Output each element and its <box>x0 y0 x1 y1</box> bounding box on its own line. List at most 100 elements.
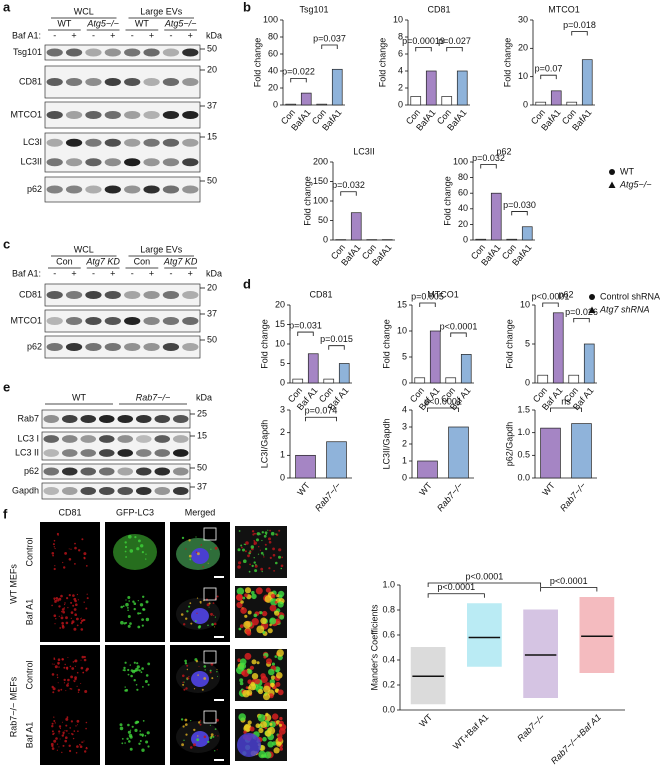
signal <box>73 730 76 732</box>
signal <box>86 667 89 671</box>
band <box>43 435 60 443</box>
bar <box>285 103 297 106</box>
signal <box>65 621 69 625</box>
signal <box>128 600 130 602</box>
significance-bracket <box>427 407 459 412</box>
signal <box>210 735 213 738</box>
panel-letter: d <box>243 276 251 291</box>
signal <box>239 681 244 686</box>
p-value: p=0.031 <box>289 320 322 330</box>
signal <box>181 743 185 747</box>
panel-letter: b <box>243 0 251 14</box>
y-tick-label: 0.0 <box>382 704 395 714</box>
signal <box>55 618 57 620</box>
x-tick-label: Rab7−/− <box>435 480 465 513</box>
band <box>143 291 160 299</box>
signal <box>68 558 72 561</box>
signal <box>145 740 149 744</box>
y-tick-label: 3 <box>402 421 407 431</box>
signal <box>133 661 136 664</box>
band <box>104 317 121 325</box>
signal <box>274 655 278 658</box>
band <box>154 467 171 476</box>
signal <box>119 723 123 727</box>
signal <box>211 623 214 626</box>
y-tick-label: 0.6 <box>382 629 395 639</box>
x-tick-label: WT <box>540 480 557 498</box>
bar <box>316 103 328 106</box>
blot-strip <box>41 482 191 500</box>
signal <box>262 736 267 742</box>
signal <box>254 564 258 568</box>
signal <box>277 601 284 608</box>
band <box>154 415 171 423</box>
signal <box>273 570 275 572</box>
nucleus <box>191 671 209 687</box>
y-tick-label: 2 <box>280 427 285 437</box>
signal <box>186 664 189 667</box>
x-tick-label: Rab7−/− <box>313 480 343 513</box>
signal <box>70 720 73 723</box>
significance-bracket <box>446 47 463 52</box>
signal <box>258 727 264 734</box>
signal <box>254 569 258 573</box>
signal <box>53 567 56 571</box>
band <box>80 415 97 423</box>
signal <box>60 688 63 691</box>
sign: + <box>110 268 115 278</box>
signal <box>138 669 141 672</box>
signal <box>247 720 252 725</box>
signal <box>83 655 86 659</box>
signal <box>245 541 249 545</box>
signal <box>65 724 68 727</box>
band <box>172 435 189 443</box>
signal <box>53 720 56 722</box>
signal <box>267 741 274 748</box>
band <box>46 78 63 86</box>
signal <box>138 539 141 543</box>
bar <box>350 212 362 241</box>
band <box>98 415 115 423</box>
signal <box>127 624 131 628</box>
panel-letter: a <box>3 0 11 14</box>
y-tick-label: 20 <box>275 299 285 309</box>
genotype-label: Con <box>134 256 151 266</box>
band <box>154 487 171 495</box>
sign: - <box>53 30 56 40</box>
signal <box>147 662 151 666</box>
nucleus <box>237 733 261 757</box>
group-label: WCL <box>74 244 94 254</box>
signal <box>270 675 276 680</box>
p-value: ns <box>561 396 571 406</box>
signal <box>256 538 259 542</box>
zoom-box <box>203 710 217 724</box>
signal <box>200 544 203 546</box>
signal <box>189 558 192 561</box>
signal <box>182 683 185 686</box>
signal <box>141 624 144 627</box>
sign: - <box>92 268 95 278</box>
signal <box>59 727 62 730</box>
legend-marker <box>588 306 596 313</box>
signal <box>216 749 218 751</box>
signal <box>255 723 261 728</box>
signal <box>85 607 88 610</box>
signal <box>84 750 87 753</box>
signal <box>85 727 87 730</box>
y-tick-label: 0 <box>280 472 285 482</box>
signal <box>61 608 65 611</box>
signal <box>209 671 212 674</box>
signal <box>142 686 144 688</box>
signal <box>53 739 57 743</box>
y-tick-label: 0 <box>402 472 407 482</box>
signal <box>127 596 131 599</box>
signal <box>55 597 59 600</box>
signal <box>272 713 279 720</box>
signal <box>134 536 137 539</box>
signal <box>57 661 60 665</box>
group-label: Large EVs <box>140 244 183 254</box>
signal <box>77 599 79 601</box>
signal <box>136 665 140 669</box>
band <box>46 158 63 167</box>
